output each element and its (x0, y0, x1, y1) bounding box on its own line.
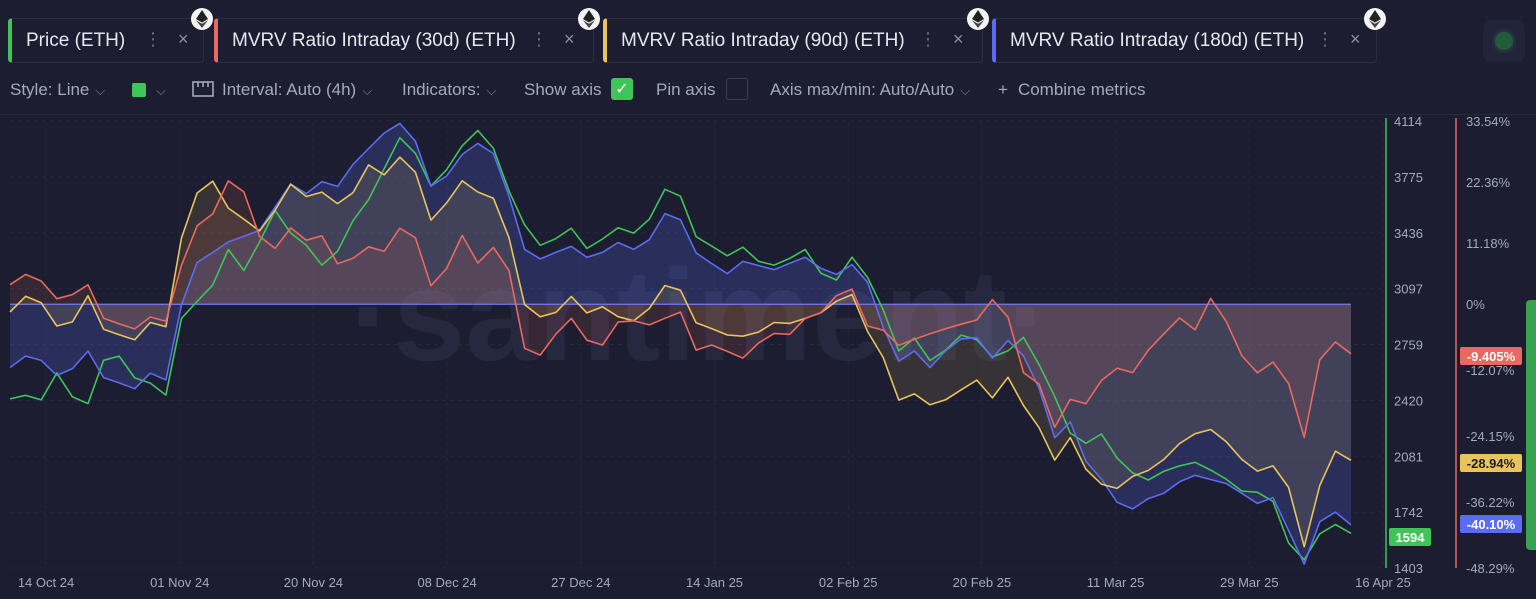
series-line-1 (9, 180, 1352, 439)
series-fill-2 (10, 157, 1351, 547)
chevron-down-icon: ⌵ (95, 83, 106, 98)
interval-select-label: Interval: Auto (4h) (222, 80, 357, 99)
tab-price[interactable]: Price (ETH) ⋮ × (8, 18, 204, 63)
style-select[interactable]: Style: Line ⌵ (10, 80, 105, 100)
mvrv90-badge-bg (1460, 454, 1522, 472)
indicators-select[interactable]: Indicators: ⌵ (402, 80, 496, 100)
x-axis: 14 Oct 24 01 Nov 24 20 Nov 24 08 Dec 24 27 D… (18, 575, 1411, 590)
show-axis-checkbox[interactable]: ✓ (611, 78, 633, 100)
x-tick-label: 16 Apr 25 (1355, 575, 1411, 590)
tab-mvrv-90d-menu-icon[interactable]: ⋮ (919, 29, 937, 49)
tab-mvrv-180d-close-icon[interactable]: × (1350, 29, 1361, 49)
ethereum-icon (578, 8, 600, 30)
style-select-label: Style: Line (10, 80, 90, 99)
mvrv90-badge: -28.94% (1467, 456, 1516, 471)
tab-mvrv-90d-close-icon[interactable]: × (953, 29, 964, 49)
value-badges: 1594 -9.405% -28.94% -40.10% (1389, 347, 1522, 546)
x-tick-label: 14 Jan 25 (686, 575, 743, 590)
price-tick-label: 2081 (1394, 449, 1423, 464)
series-lines (9, 122, 1352, 565)
axis-maxmin-select[interactable]: Axis max/min: Auto/Auto ⌵ (770, 80, 970, 100)
price-tick-label: 1742 (1394, 505, 1423, 520)
chart-grid (10, 120, 1385, 569)
mvrv-tick-label: -24.15% (1466, 429, 1515, 444)
tab-mvrv-30d[interactable]: MVRV Ratio Intraday (30d) (ETH) ⋮ × (214, 18, 594, 63)
live-status-indicator[interactable] (1483, 20, 1525, 62)
price-badge: 1594 (1396, 530, 1426, 545)
mvrv-tick-label: 33.54% (1466, 114, 1511, 129)
tab-mvrv-180d-label: MVRV Ratio Intraday (180d) (ETH) (1010, 29, 1305, 51)
x-tick-label: 20 Nov 24 (284, 575, 343, 590)
chart-toolbar: Style: Line ⌵ ⌵ Interval: Auto (4h) ⌵ Indi… (0, 78, 1536, 102)
ethereum-icon (1364, 8, 1386, 30)
indicators-select-label: Indicators: (402, 80, 481, 99)
combine-metrics-button[interactable]: + Combine metrics (998, 80, 1145, 100)
series-fills (10, 123, 1351, 565)
mvrv-tick-label: -12.07% (1466, 363, 1515, 378)
tab-price-label: Price (ETH) (26, 29, 126, 51)
tab-mvrv-30d-label: MVRV Ratio Intraday (30d) (ETH) (232, 29, 516, 51)
chevron-down-icon: ⌵ (362, 83, 373, 98)
mvrv30-badge: -9.405% (1467, 349, 1516, 364)
price-tick-label: 4114 (1394, 114, 1422, 129)
interval-select[interactable]: Interval: Auto (4h) ⌵ (192, 80, 372, 100)
color-swatch[interactable] (132, 83, 146, 97)
price-tick-label: 3436 (1394, 226, 1423, 241)
tab-price-close-icon[interactable]: × (178, 29, 189, 49)
x-tick-label: 27 Dec 24 (551, 575, 610, 590)
series-line-3 (9, 122, 1352, 565)
combine-metrics-label: Combine metrics (1017, 80, 1146, 99)
price-tick-label: 3097 (1394, 282, 1423, 297)
toolbar-divider (0, 114, 1536, 115)
axis-maxmin-label: Axis max/min: Auto/Auto (770, 80, 955, 99)
metric-tabs: Price (ETH) ⋮ × MVRV Ratio Intraday (30d… (0, 0, 1536, 66)
mvrv-tick-label: -48.29% (1466, 561, 1515, 576)
price-tick-label: 2420 (1394, 393, 1423, 408)
x-tick-label: 11 Mar 25 (1087, 575, 1145, 590)
price-tick-label: 3775 (1394, 170, 1423, 185)
calendar-icon (192, 81, 214, 97)
mvrv-tick-label: 0% (1466, 297, 1485, 312)
x-tick-label: 02 Feb 25 (819, 575, 878, 590)
price-badge-bg (1389, 528, 1431, 546)
mvrv180-badge-bg (1460, 515, 1522, 533)
side-panel-handle[interactable] (1526, 300, 1536, 550)
x-tick-label: 01 Nov 24 (150, 575, 209, 590)
price-tick-label: 1403 (1394, 561, 1423, 576)
plus-icon: + (998, 80, 1008, 99)
x-tick-label: 14 Oct 24 (18, 575, 74, 590)
chevron-down-icon: ⌵ (486, 83, 497, 98)
chart-axes: 4114 3775 3436 3097 2759 2420 2081 1742 1403 33.5… (1385, 114, 1515, 576)
tab-mvrv-30d-close-icon[interactable]: × (564, 29, 575, 49)
series-line-0 (9, 129, 1352, 561)
mvrv-tick-label: 22.36% (1466, 175, 1511, 190)
tab-mvrv-180d[interactable]: MVRV Ratio Intraday (180d) (ETH) ⋮ × (992, 18, 1377, 63)
chevron-down-icon: ⌵ (156, 83, 166, 98)
x-tick-label: 08 Dec 24 (417, 575, 476, 590)
x-tick-label: 29 Mar 25 (1220, 575, 1279, 590)
tab-mvrv-30d-menu-icon[interactable]: ⋮ (530, 29, 548, 49)
show-axis-label: Show axis (524, 80, 602, 99)
price-tick-label: 2759 (1394, 338, 1423, 353)
ethereum-icon (967, 8, 989, 30)
series-fill-3 (10, 123, 1351, 565)
tab-price-menu-icon[interactable]: ⋮ (144, 29, 162, 49)
chevron-down-icon: ⌵ (960, 83, 971, 98)
mvrv-tick-label: -36.22% (1466, 495, 1515, 510)
tab-mvrv-180d-menu-icon[interactable]: ⋮ (1316, 29, 1334, 49)
x-tick-label: 20 Feb 25 (953, 575, 1012, 590)
color-select-chevron[interactable]: ⌵ (150, 80, 166, 100)
tab-mvrv-90d[interactable]: MVRV Ratio Intraday (90d) (ETH) ⋮ × (603, 18, 983, 63)
mvrv-tick-label: 11.18% (1466, 236, 1510, 251)
ethereum-icon (191, 8, 213, 30)
pin-axis-label: Pin axis (656, 80, 716, 99)
series-line-2 (9, 156, 1352, 548)
tab-mvrv-90d-label: MVRV Ratio Intraday (90d) (ETH) (621, 29, 905, 51)
series-fill-1 (10, 180, 1351, 438)
mvrv180-badge: -40.10% (1467, 517, 1516, 532)
mvrv30-badge-bg (1460, 347, 1522, 365)
pin-axis-checkbox[interactable] (726, 78, 748, 100)
